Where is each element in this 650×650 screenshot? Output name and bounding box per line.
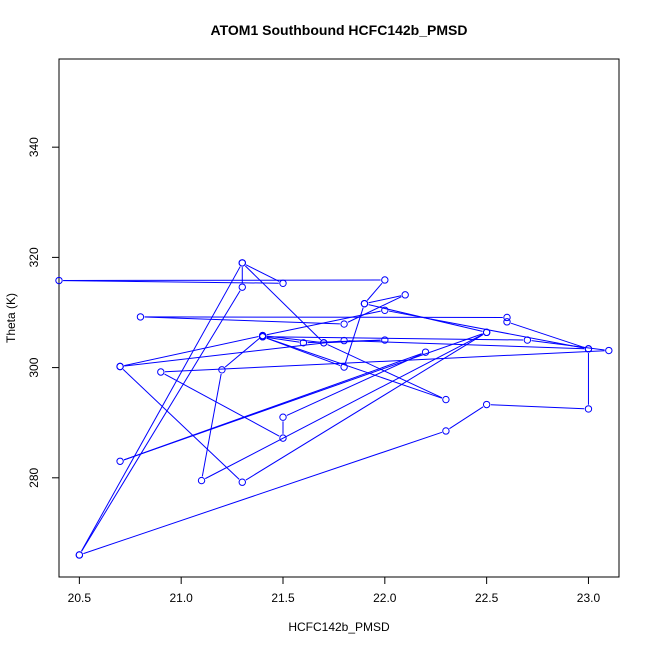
data-point (482, 400, 491, 409)
series-layer (55, 259, 613, 559)
series-segment (266, 310, 381, 336)
data-point (584, 345, 593, 353)
series-segment (266, 336, 300, 343)
x-tick-label: 21.0 (170, 591, 194, 605)
series-segment (368, 295, 402, 304)
series-segment (81, 290, 241, 552)
y-tick-label: 340 (27, 137, 41, 157)
x-tick-label: 22.0 (373, 591, 397, 605)
series-segment (144, 316, 503, 318)
series-segment (307, 339, 381, 344)
data-point (55, 276, 63, 285)
y-axis-label: Theta (K) (4, 293, 18, 343)
data-point (401, 291, 409, 299)
series-segment (449, 406, 484, 430)
series-segment (122, 369, 240, 480)
data-point (421, 348, 430, 356)
y-tick-label: 300 (27, 357, 41, 377)
series-segment (490, 404, 585, 410)
series-segment (245, 264, 280, 282)
data-point (279, 413, 287, 421)
data-point (157, 368, 165, 376)
series-segment (144, 316, 340, 325)
y-axis: 280 300 320 340 (27, 137, 60, 488)
series-segment (510, 322, 585, 349)
series-segment (164, 373, 280, 437)
data-point (218, 366, 226, 374)
series-segment (266, 336, 524, 341)
data-point (279, 279, 287, 287)
data-point (381, 306, 389, 314)
series-segment (266, 337, 443, 399)
data-point (238, 259, 246, 267)
series-segment (201, 373, 222, 477)
data-point (503, 318, 511, 326)
data-point (340, 320, 348, 328)
series-segment (124, 336, 259, 367)
data-point (116, 362, 124, 371)
chart-title: ATOM1 Southbound HCFC142b_PMSD (211, 22, 468, 38)
data-point (238, 283, 246, 291)
y-tick-label: 320 (27, 247, 41, 267)
data-point (503, 313, 511, 322)
series-segment (63, 279, 381, 282)
series-segment (245, 334, 484, 481)
data-point (340, 363, 348, 371)
x-tick-label: 22.5 (475, 591, 499, 605)
series-segment (83, 431, 443, 555)
data-point (75, 551, 84, 559)
series-segment (80, 266, 241, 552)
data-point (442, 395, 450, 404)
data-point (523, 336, 532, 344)
y-tick-label: 280 (27, 467, 41, 487)
data-point (442, 427, 450, 435)
data-point (340, 336, 348, 345)
x-tick-label: 21.5 (271, 591, 295, 605)
series-segment (63, 280, 279, 284)
data-point (258, 331, 267, 340)
data-point (320, 339, 328, 347)
series-segment (347, 296, 402, 323)
series-segment (286, 353, 422, 416)
data-point (482, 328, 491, 337)
series-segment (366, 282, 383, 301)
data-point (197, 476, 206, 485)
data-point (584, 405, 593, 413)
series-segment (164, 350, 605, 373)
data-point (299, 339, 308, 347)
data-point (279, 434, 287, 442)
x-tick-label: 20.5 (68, 591, 92, 605)
data-point (136, 313, 145, 321)
series-segment (244, 265, 322, 341)
data-point (381, 336, 389, 344)
x-axis-label: HCFC142b_PMSD (288, 620, 390, 634)
x-axis: 20.5 21.0 21.5 22.0 22.5 23.0 (68, 576, 601, 605)
data-point (116, 457, 124, 465)
x-tick-label: 23.0 (577, 591, 601, 605)
series-segment (124, 340, 340, 367)
data-point (238, 478, 246, 486)
data-point (360, 299, 369, 308)
data-point (381, 276, 389, 284)
data-point (605, 346, 613, 355)
